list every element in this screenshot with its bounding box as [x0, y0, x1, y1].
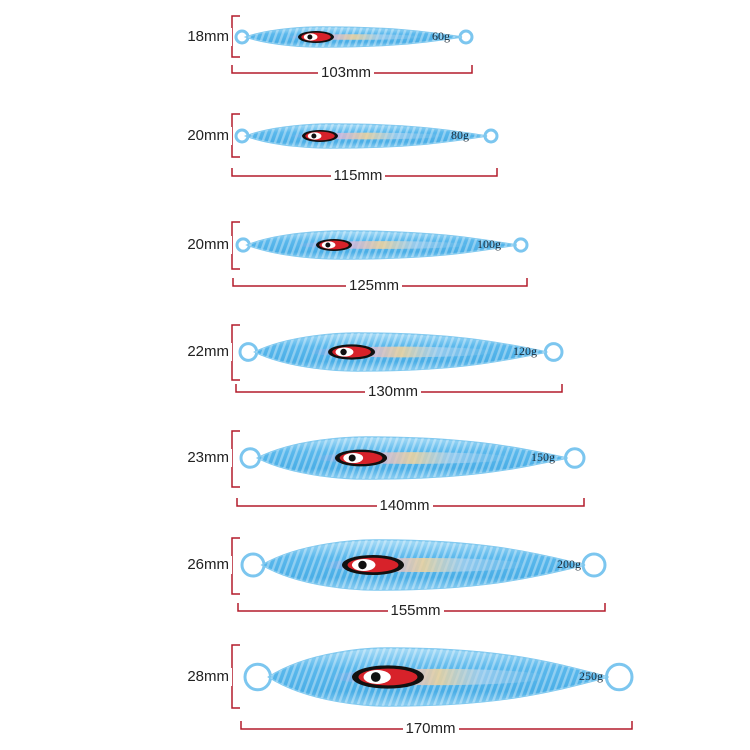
lure-1 — [231, 15, 474, 74]
lure-2-height-bracket — [231, 113, 240, 158]
lure-3-height-label: 20mm — [166, 236, 232, 254]
lure-5-eye-pupil — [348, 454, 356, 462]
lure-4-height-bracket — [231, 324, 240, 381]
lure-4-rear-ring — [543, 342, 564, 362]
lure-6-weight-label: 200g — [557, 557, 581, 571]
lure-4-eye-pupil — [340, 348, 347, 356]
lure-6-height-bracket — [231, 537, 240, 595]
lure-3-eye-pupil — [325, 242, 331, 248]
lure-7-length-label: 170mm — [402, 720, 459, 738]
lure-3-length-label: 125mm — [346, 277, 403, 295]
lure-5-height-label: 23mm — [166, 449, 232, 467]
lure-6 — [231, 537, 607, 612]
lure-6-eye-pupil — [358, 560, 367, 570]
lure-2-length-label: 115mm — [330, 167, 386, 185]
lure-2-height-label: 20mm — [166, 127, 232, 145]
lure-5-rear-ring — [564, 447, 586, 469]
lure-7-height-bracket — [231, 644, 240, 709]
lure-6-length-label: 155mm — [387, 602, 444, 620]
lure-3 — [231, 221, 529, 287]
lure-4-weight-label: 120g — [513, 344, 537, 358]
lure-1-weight-label: 60g — [432, 29, 450, 43]
lure-1-height-bracket — [231, 15, 240, 58]
lure-6-rear-ring — [581, 552, 607, 578]
lure-4-length-label: 130mm — [365, 383, 422, 401]
lure-7 — [231, 644, 634, 730]
lure-7-front-ring — [243, 662, 273, 692]
lure-2-weight-label: 80g — [451, 128, 469, 142]
lure-2 — [231, 113, 499, 177]
lure-6-height-label: 26mm — [166, 556, 232, 574]
lure-7-eye-pupil — [370, 672, 381, 682]
lure-5 — [231, 430, 586, 507]
lure-7-rear-ring — [604, 662, 634, 692]
lure-3-height-bracket — [231, 221, 240, 270]
lure-5-length-label: 140mm — [376, 497, 433, 515]
lure-5-weight-label: 150g — [531, 450, 555, 464]
lure-4 — [231, 324, 564, 393]
lure-1-eye-pupil — [307, 34, 313, 40]
lure-3-weight-label: 100g — [477, 237, 501, 251]
lure-2-eye-pupil — [311, 133, 317, 139]
lure-7-weight-label: 250g — [579, 669, 603, 683]
lure-5-height-bracket — [231, 430, 240, 488]
lure-1-height-label: 18mm — [166, 28, 232, 46]
lure-4-height-label: 22mm — [166, 343, 232, 361]
lure-7-height-label: 28mm — [166, 668, 232, 686]
lure-1-length-label: 103mm — [318, 64, 375, 82]
